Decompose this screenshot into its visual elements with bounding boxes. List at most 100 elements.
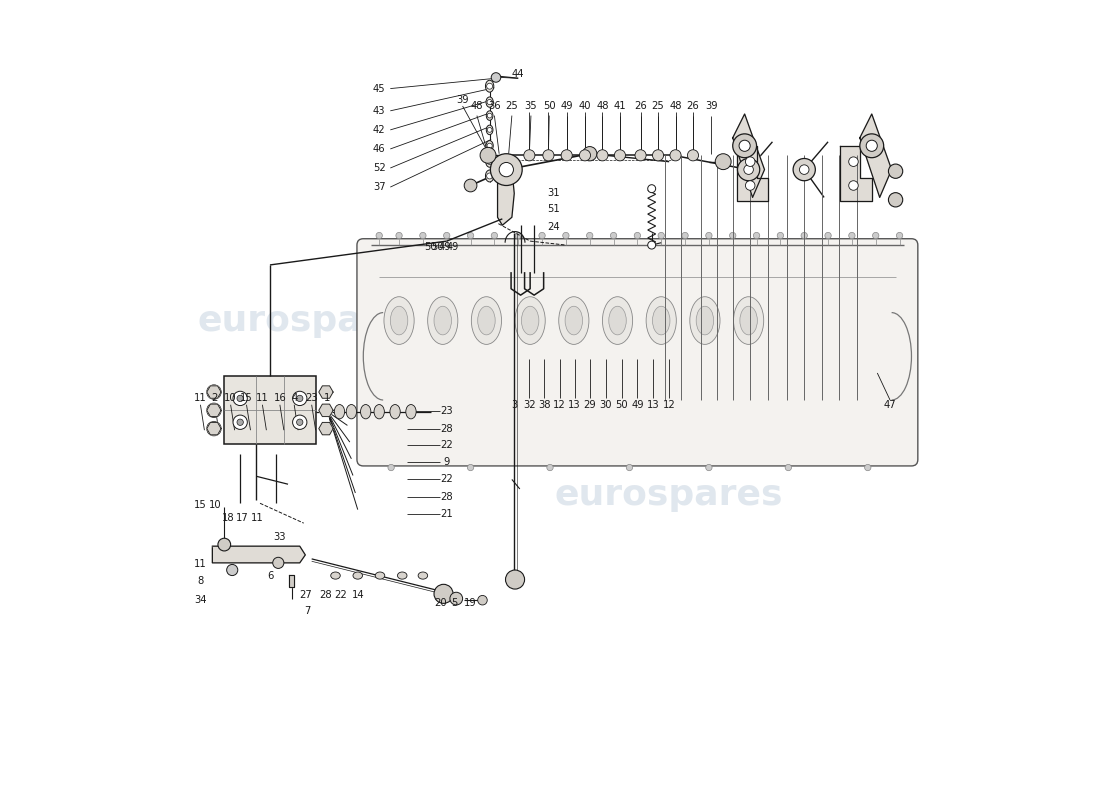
Polygon shape <box>207 422 221 434</box>
Text: 50: 50 <box>425 242 437 253</box>
Text: 34: 34 <box>195 595 207 605</box>
Circle shape <box>561 150 572 161</box>
Circle shape <box>227 565 238 575</box>
Circle shape <box>396 232 403 238</box>
Circle shape <box>524 150 535 161</box>
Text: 23: 23 <box>440 406 453 416</box>
Polygon shape <box>207 404 221 417</box>
Circle shape <box>486 173 493 179</box>
Ellipse shape <box>434 306 451 335</box>
Circle shape <box>610 232 617 238</box>
Circle shape <box>614 150 626 161</box>
Ellipse shape <box>485 170 494 182</box>
Circle shape <box>670 150 681 161</box>
Text: 50: 50 <box>543 101 556 111</box>
Circle shape <box>388 464 394 470</box>
Circle shape <box>207 385 221 399</box>
Circle shape <box>487 114 492 118</box>
Text: 49: 49 <box>560 101 573 111</box>
Text: 6: 6 <box>267 571 274 582</box>
Circle shape <box>715 154 732 170</box>
Circle shape <box>487 143 492 148</box>
Circle shape <box>583 146 597 161</box>
Circle shape <box>866 140 878 151</box>
Text: 48: 48 <box>471 101 483 111</box>
Polygon shape <box>497 162 515 226</box>
Circle shape <box>450 592 463 605</box>
Text: 46: 46 <box>373 144 385 154</box>
Circle shape <box>480 147 496 163</box>
Circle shape <box>778 232 783 238</box>
Ellipse shape <box>390 306 408 335</box>
Text: 11: 11 <box>194 558 207 569</box>
Text: 15: 15 <box>240 394 253 403</box>
Circle shape <box>849 157 858 166</box>
Circle shape <box>233 415 248 430</box>
Polygon shape <box>840 146 872 202</box>
Circle shape <box>626 464 632 470</box>
Circle shape <box>297 419 302 426</box>
Ellipse shape <box>389 405 400 419</box>
Text: 22: 22 <box>334 590 348 601</box>
Ellipse shape <box>603 297 632 344</box>
Text: 43: 43 <box>373 106 385 116</box>
Ellipse shape <box>734 297 763 344</box>
Circle shape <box>793 158 815 181</box>
Circle shape <box>580 150 591 161</box>
Circle shape <box>889 164 903 178</box>
Ellipse shape <box>334 405 344 419</box>
Ellipse shape <box>486 156 494 167</box>
Circle shape <box>865 464 871 470</box>
Text: 25: 25 <box>651 101 664 111</box>
Circle shape <box>293 391 307 406</box>
Circle shape <box>297 395 302 402</box>
Text: 36: 36 <box>488 101 501 111</box>
Polygon shape <box>212 546 306 563</box>
Ellipse shape <box>418 572 428 579</box>
Circle shape <box>648 185 656 193</box>
Text: 18: 18 <box>222 513 234 522</box>
Text: 26: 26 <box>686 101 700 111</box>
Ellipse shape <box>652 306 670 335</box>
Ellipse shape <box>353 572 363 579</box>
Text: 16: 16 <box>274 394 286 403</box>
Ellipse shape <box>346 405 356 419</box>
Ellipse shape <box>397 572 407 579</box>
Text: 37: 37 <box>373 182 385 192</box>
Polygon shape <box>733 114 764 198</box>
Circle shape <box>468 232 474 238</box>
Circle shape <box>468 464 474 470</box>
Text: 24: 24 <box>547 222 560 232</box>
Text: 22: 22 <box>440 474 453 485</box>
Circle shape <box>688 150 698 161</box>
Ellipse shape <box>521 306 539 335</box>
Text: 26: 26 <box>635 101 647 111</box>
Circle shape <box>487 159 493 165</box>
Ellipse shape <box>696 306 714 335</box>
Text: 41: 41 <box>614 101 626 111</box>
Ellipse shape <box>428 297 458 344</box>
Text: 19: 19 <box>464 598 477 608</box>
Text: 11: 11 <box>251 513 264 522</box>
Circle shape <box>376 232 383 238</box>
Text: 3: 3 <box>512 400 517 410</box>
Ellipse shape <box>486 111 493 120</box>
Circle shape <box>515 232 521 238</box>
Text: 7: 7 <box>304 606 310 616</box>
Text: 12: 12 <box>553 400 565 410</box>
Text: 1: 1 <box>324 394 331 403</box>
Circle shape <box>207 422 221 436</box>
Text: 35: 35 <box>525 101 537 111</box>
Circle shape <box>896 232 903 238</box>
Text: 51: 51 <box>547 204 560 214</box>
Text: 29: 29 <box>583 400 596 410</box>
Text: 33: 33 <box>274 532 286 542</box>
Circle shape <box>492 232 497 238</box>
Circle shape <box>236 395 243 402</box>
Text: 22: 22 <box>440 440 453 450</box>
Text: 25: 25 <box>506 101 518 111</box>
Circle shape <box>492 73 500 82</box>
Text: 17: 17 <box>236 513 249 522</box>
Circle shape <box>872 232 879 238</box>
Ellipse shape <box>374 405 384 419</box>
